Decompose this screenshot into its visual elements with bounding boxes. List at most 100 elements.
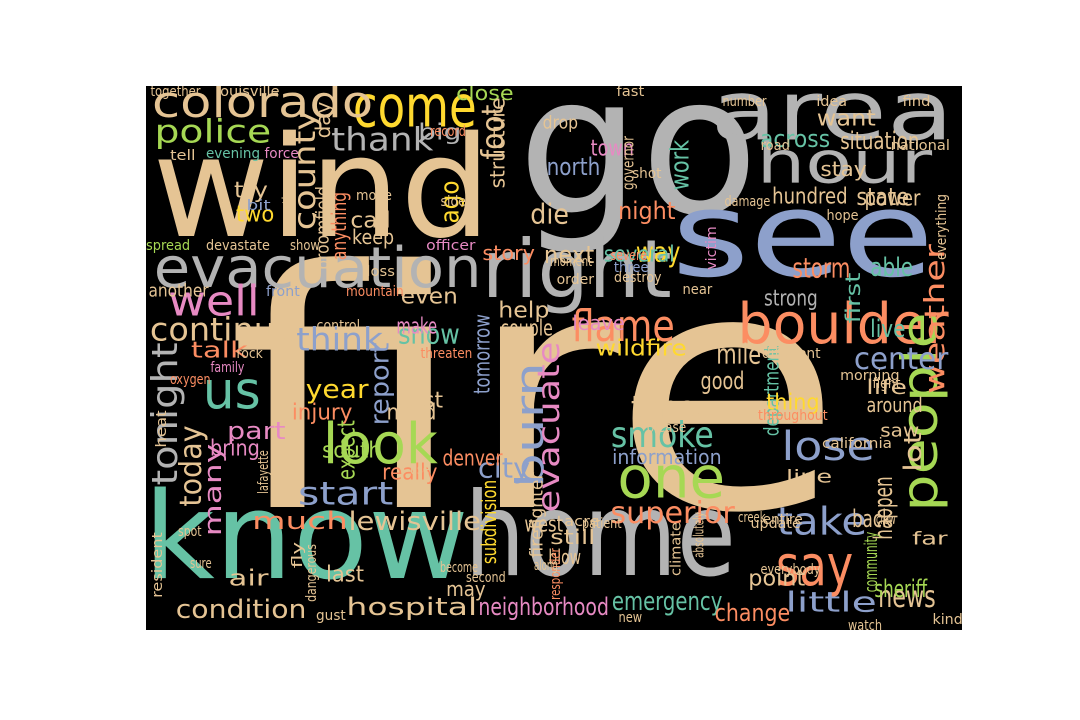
cloud-word-air: air [227,567,269,592]
cloud-word-line: line [785,468,833,488]
cloud-word-road: road [760,138,790,154]
cloud-word-day: day [314,101,337,139]
cloud-word-sheriff: sheriff [873,577,927,604]
cloud-word-good: good [700,369,744,396]
cloud-word-emergency: emergency [611,589,723,618]
cloud-word-broomfield: broomfield [314,186,334,270]
cloud-word-hope: hope [826,208,858,224]
cloud-word-lose: lose [781,428,875,472]
cloud-word-mile: mile [715,341,761,372]
cloud-word-climate: climate [668,522,684,576]
cloud-word-say: say [775,540,853,602]
cloud-word-die: die [529,201,569,232]
cloud-word-point: point [748,567,806,592]
cloud-word-close: close [456,86,514,106]
cloud-word-damage: damage [724,194,770,210]
cloud-word-three: three [613,260,649,276]
cloud-word-heat: heat [154,410,170,448]
cloud-word-help: help [498,299,550,324]
cloud-word-victim: victim [704,226,720,270]
cloud-word-thank: thank [330,124,433,160]
cloud-word-several: several [603,243,675,268]
cloud-word-together: together [149,86,201,100]
cloud-word-talk: talk [190,339,248,364]
cloud-word-resident: resident [150,532,166,598]
cloud-word-different: different [761,346,821,362]
cloud-word-news: news [878,583,936,616]
cloud-word-able: able [869,255,913,284]
cloud-word-come: come [352,86,477,144]
cloud-word-wind: wind [152,124,492,278]
cloud-word-acre: acre [564,514,600,530]
cloud-word-saw: saw [880,422,920,442]
cloud-word-firefighter: firefighter [527,472,548,558]
cloud-word-condition: condition [175,597,307,626]
cloud-word-evacuation: evacuation [153,242,482,304]
cloud-word-denver: denver [441,447,503,472]
cloud-word-two: two [235,203,275,228]
cloud-word-hundred: hundred [772,185,848,210]
cloud-word-update: update [749,516,801,532]
cloud-word-lewisville: lewisville [348,509,482,538]
cloud-word-creek: creek [738,510,766,526]
cloud-word-morning: morning [840,368,900,384]
cloud-word-along: along [533,558,558,574]
cloud-word-community: community [862,531,883,593]
cloud-word-us: us [202,366,261,424]
cloud-word-lafayette: lafayette [256,450,272,494]
cloud-word-snow: snow [398,321,460,352]
cloud-word-anything: anything [330,191,353,261]
cloud-word-evening: evening [205,146,261,162]
cloud-word-area: area [710,86,954,164]
cloud-word-story: story [481,244,535,266]
cloud-word-fly: fly [290,541,307,569]
cloud-word-try: try [234,179,268,204]
cloud-word-become: become [440,560,479,576]
cloud-word-tomorrow: tomorrow [471,313,497,395]
cloud-word-responder: responder [548,548,564,600]
cloud-word-second: second [466,570,506,586]
cloud-word-kind: kind [931,612,962,628]
cloud-word-year: year [305,377,369,406]
cloud-word-number: number [721,94,767,110]
cloud-word-watch: watch [847,618,883,630]
cloud-word-superior: superior [609,499,735,532]
cloud-word-idea: idea [815,94,847,110]
cloud-word-right: right [481,233,672,321]
cloud-word-town: town [590,137,634,162]
cloud-word-look: look [322,418,438,480]
cloud-word-question: question [280,181,297,233]
cloud-word-fire: fire [229,243,843,606]
cloud-word-spread: spread [146,238,191,254]
cloud-word-dangerous: dangerous [304,544,320,602]
cloud-word-severe: severe [609,248,647,264]
cloud-word-hospital: hospital [346,595,478,622]
cloud-word-expect: expect [335,420,362,480]
cloud-word-night: night [618,199,676,226]
cloud-word-east: east [395,389,443,414]
cloud-word-couple: couple [499,317,553,342]
cloud-word-center: center [853,345,949,378]
cloud-word-absolutely: absolutely [692,512,708,558]
cloud-word-want: want [816,107,876,132]
cloud-word-next: next [543,243,595,270]
cloud-word-much: much [252,509,348,536]
cloud-word-still: still [549,528,595,550]
cloud-word-work: work [667,139,697,191]
cloud-word-hour: hour [756,136,932,200]
cloud-word-please: please [646,420,686,436]
cloud-word-fight: fight [872,376,900,392]
cloud-word-record: record [430,124,466,140]
cloud-word-keep: keep [351,228,395,250]
cloud-word-back: back [852,507,892,534]
cloud-word-police: police [154,116,272,152]
cloud-word-state: state [855,185,909,212]
cloud-word-change: change [714,601,790,628]
cloud-word-front: front [266,284,300,300]
cloud-word-time: time [630,392,696,428]
cloud-word-force: force [263,146,299,162]
cloud-word-spot: spot [178,524,202,540]
cloud-word-city: city [477,455,531,486]
cloud-word-bring: bring [210,437,260,462]
cloud-word-well: well [168,281,260,328]
